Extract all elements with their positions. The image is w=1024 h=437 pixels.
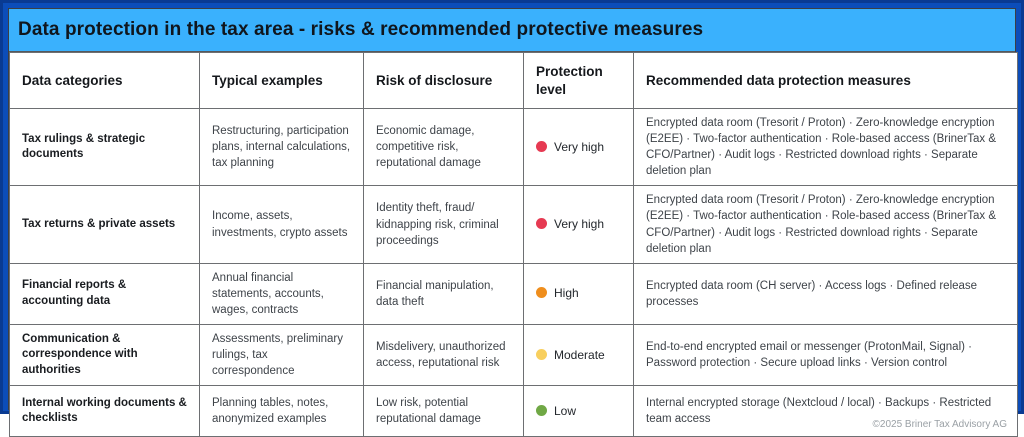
column-header-typical-examples: Typical examples — [199, 52, 364, 109]
protection-level-label: Low — [554, 403, 577, 418]
cell-protection-level: Low — [523, 385, 634, 437]
table-row: Tax returns & private assets Income, ass… — [9, 185, 1018, 264]
table-row: Financial reports & accounting data Annu… — [9, 262, 1018, 326]
protection-level-dot — [536, 140, 547, 152]
page-title: Data protection in the tax area - risks … — [18, 19, 704, 40]
cell-risk: Identity theft, fraud/ kidnapping risk, … — [363, 185, 524, 264]
cell-examples: Assessments, preliminary rulings, tax co… — [199, 324, 364, 387]
column-header-recommended-measures: Recommended data protection measures — [633, 52, 1018, 109]
protection-level-dot — [536, 218, 547, 230]
table-row: Internal working documents & checklists … — [9, 385, 1018, 437]
column-header-data-categories: Data categories — [9, 52, 200, 109]
table-row: Communication & correspondence with auth… — [9, 324, 1018, 387]
cell-risk: Low risk, potential reputational damage — [363, 385, 524, 437]
cell-risk: Misdelivery, unauthorized access, reputa… — [363, 324, 524, 387]
cell-protection-level: Very high — [523, 185, 634, 264]
column-header-risk-of-disclosure: Risk of disclosure — [363, 52, 524, 109]
cell-examples: Annual financial statements, accounts, w… — [199, 262, 364, 326]
cell-examples: Income, assets, investments, crypto asse… — [199, 185, 364, 264]
copyright-notice: ©2025 Briner Tax Advisory AG — [872, 419, 1007, 431]
cell-protection-level: High — [523, 262, 634, 326]
cell-measures: Encrypted data room (CH server) · Access… — [633, 262, 1018, 326]
protection-level-dot — [536, 404, 547, 416]
cell-measures: Encrypted data room (Tresorit / Proton) … — [633, 185, 1018, 264]
cell-category: Communication & correspondence with auth… — [9, 324, 200, 387]
cell-measures: End-to-end encrypted email or messenger … — [633, 324, 1018, 387]
cell-measures: Encrypted data room (Tresorit / Proton) … — [633, 107, 1018, 187]
protection-level-label: Moderate — [554, 347, 605, 362]
cell-measures: Internal encrypted storage (Nextcloud / … — [633, 385, 1018, 437]
infographic-panel: Data protection in the tax area - risks … — [8, 8, 1018, 437]
cell-category: Internal working documents & checklists — [9, 385, 200, 437]
cell-protection-level: Moderate — [523, 324, 634, 387]
cell-examples: Planning tables, notes, anonymized examp… — [199, 385, 364, 437]
cell-protection-level: Very high — [523, 107, 634, 187]
protection-level-label: Very high — [554, 217, 605, 232]
title-bar: Data protection in the tax area - risks … — [9, 9, 1015, 52]
protection-level-label: Very high — [554, 139, 605, 154]
protection-level-dot — [536, 287, 547, 299]
column-header-protection-level: Protection level — [523, 52, 634, 109]
table-row: Tax rulings & strategic documents Restru… — [9, 107, 1018, 187]
cell-risk: Economic damage, competitive risk, reput… — [363, 107, 524, 187]
protection-level-label: High — [554, 286, 579, 301]
protection-level-dot — [536, 348, 547, 360]
cell-category: Tax rulings & strategic documents — [9, 107, 200, 187]
cell-risk: Financial manipulation, data theft — [363, 262, 524, 326]
table-header-row: Data categories Typical examples Risk of… — [9, 52, 1018, 109]
data-protection-table: Data categories Typical examples Risk of… — [9, 52, 1018, 437]
cell-category: Tax returns & private assets — [9, 185, 200, 264]
cell-examples: Restructuring, participation plans, inte… — [199, 107, 364, 187]
cell-category: Financial reports & accounting data — [9, 262, 200, 326]
